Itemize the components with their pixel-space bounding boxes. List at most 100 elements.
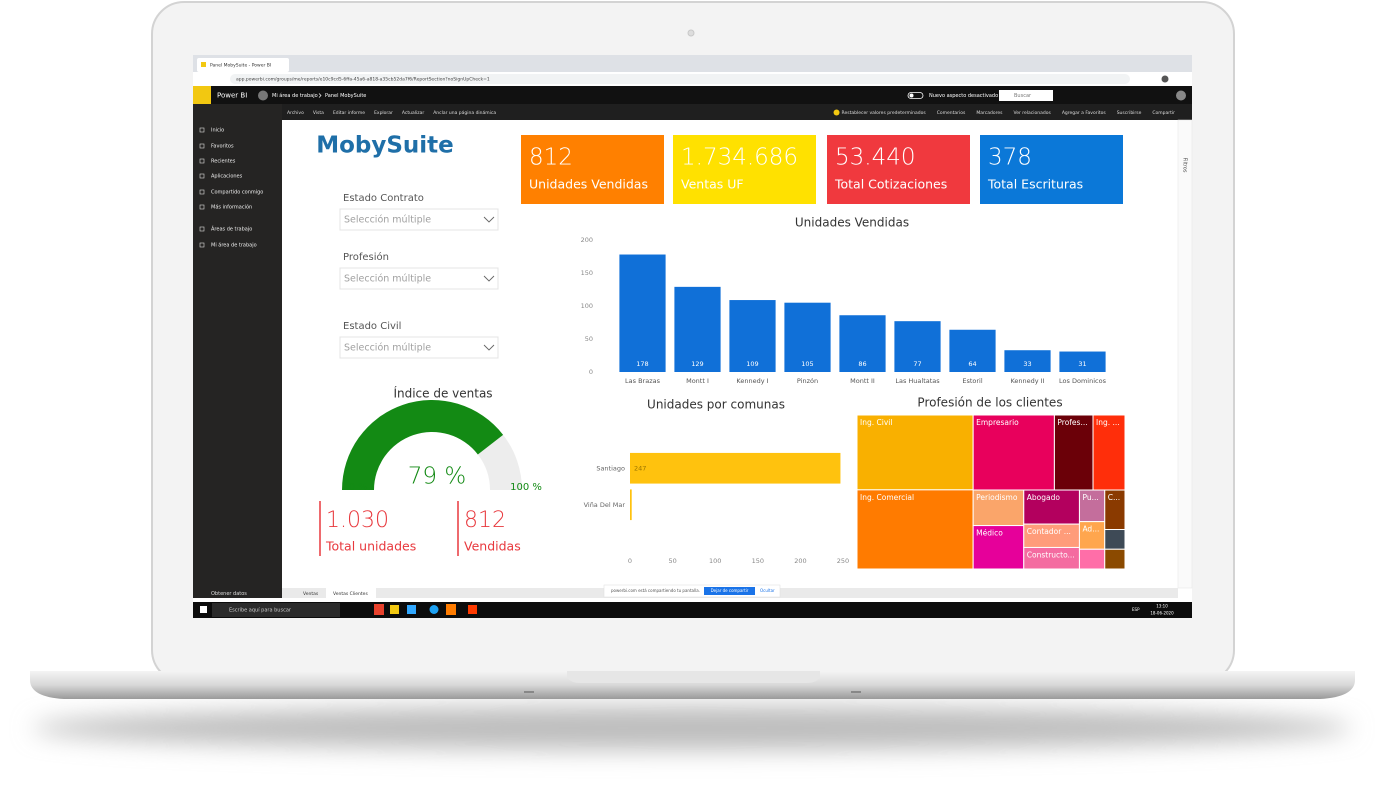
profile-icon[interactable] bbox=[1161, 75, 1169, 83]
browser-tab[interactable] bbox=[197, 58, 289, 72]
toolbar-item[interactable]: Actualizar bbox=[402, 110, 424, 116]
slicer-placeholder: Selección múltiple bbox=[344, 215, 431, 226]
start-button[interactable] bbox=[200, 606, 207, 613]
x-tick-label: Montt I bbox=[686, 377, 709, 385]
treemap-cell bbox=[1104, 529, 1126, 550]
sidebar-icon bbox=[199, 173, 205, 179]
toolbar-item[interactable]: Suscribirse bbox=[1117, 110, 1142, 116]
app-name: Power BI bbox=[217, 92, 247, 100]
treemap-label: Periodismo bbox=[976, 493, 1018, 502]
kpi-cards: 812 Unidades Vendidas 1.734.686 Ventas UF 53… bbox=[521, 135, 1123, 204]
data-label: 247 bbox=[634, 464, 646, 472]
sidebar-item[interactable]: Áreas de trabajo bbox=[211, 226, 252, 233]
x-tick-label: Pinzón bbox=[797, 377, 818, 385]
tab-icon bbox=[201, 62, 206, 67]
search-box[interactable] bbox=[999, 90, 1053, 101]
bar bbox=[729, 300, 776, 372]
y-tick-label: Viña Del Mar bbox=[584, 501, 626, 509]
app-launcher[interactable] bbox=[193, 86, 211, 104]
toolbar-item[interactable]: Explorar bbox=[374, 110, 393, 116]
slicer-box[interactable] bbox=[339, 208, 499, 231]
chart-title: Unidades por comunas bbox=[647, 398, 785, 412]
sidebar-icon bbox=[199, 242, 205, 248]
slicers: Estado Contrato Selección múltiple Profesi… bbox=[339, 193, 499, 359]
active-page-tab bbox=[326, 588, 376, 598]
kpi-card bbox=[673, 135, 816, 204]
y-tick-label: Santiago bbox=[596, 464, 625, 472]
app-icon[interactable] bbox=[446, 604, 456, 615]
toolbar bbox=[282, 104, 1192, 120]
gauge-min: 0 % bbox=[348, 482, 367, 493]
charts: Unidades Vendidas 0 50 100 150 200 178 Las Braz… bbox=[342, 216, 1126, 570]
slicer-box[interactable] bbox=[339, 336, 499, 359]
slicer-label: Estado Civil bbox=[343, 321, 401, 332]
taskbar-search[interactable] bbox=[212, 603, 340, 617]
toolbar-item[interactable]: Editar informe bbox=[333, 110, 365, 116]
workspace[interactable]: Mi área de trabajo bbox=[272, 92, 318, 99]
clock-date: 18-06-2020 bbox=[1150, 611, 1174, 616]
app-icon[interactable] bbox=[374, 604, 384, 615]
sidebar-item[interactable]: Mi área de trabajo bbox=[211, 242, 257, 249]
chart-title: Profesión de los clientes bbox=[917, 396, 1062, 410]
shadow bbox=[32, 706, 1352, 750]
stop-label: Dejar de compartir bbox=[711, 588, 749, 593]
data-label: 77 bbox=[913, 360, 921, 368]
foot bbox=[851, 691, 861, 693]
totals: 1.030 Total unidades 812 Vendidas bbox=[319, 501, 521, 556]
treemap-label: Constructo... bbox=[1027, 550, 1075, 559]
x-tick-label: 150 bbox=[752, 557, 764, 565]
account[interactable] bbox=[1176, 90, 1186, 101]
app-icon[interactable] bbox=[429, 605, 439, 614]
kpi-card bbox=[980, 135, 1123, 204]
treemap-cell bbox=[1053, 414, 1094, 491]
toolbar-item[interactable]: Marcadores bbox=[976, 110, 1003, 116]
page-tab[interactable]: Ventas bbox=[303, 591, 319, 597]
page-tab[interactable]: Ventas Clientes bbox=[333, 591, 368, 597]
sidebar-bottom[interactable]: Obtener datos bbox=[211, 591, 247, 597]
sidebar-item[interactable]: Favoritos bbox=[211, 144, 234, 150]
sidebar-item[interactable]: Compartido conmigo bbox=[211, 190, 263, 196]
data-label: 31 bbox=[1078, 360, 1086, 368]
data-label: 33 bbox=[1023, 360, 1031, 368]
address-bar[interactable] bbox=[230, 74, 1130, 84]
total-label: Total unidades bbox=[325, 539, 416, 554]
stop-button[interactable] bbox=[704, 587, 755, 595]
treemap-label: Contador ... bbox=[1027, 527, 1071, 536]
taskbar-search-text: Escribe aquí para buscar bbox=[229, 607, 292, 614]
laptop-notch bbox=[567, 671, 820, 683]
app-icon[interactable] bbox=[390, 605, 399, 614]
x-tick-label: Los Dominicos bbox=[1059, 377, 1107, 385]
toolbar-item[interactable]: Restablecer valores predeterminados bbox=[842, 110, 927, 116]
toolbar-item[interactable]: Ver relacionados bbox=[1013, 110, 1051, 116]
logo: MobySuite bbox=[316, 133, 454, 159]
slicer-box[interactable] bbox=[339, 267, 499, 290]
toolbar-item[interactable]: Agregar a Favoritos bbox=[1062, 110, 1107, 116]
sidebar-icon bbox=[199, 127, 205, 133]
hide-button[interactable]: Ocultar bbox=[760, 588, 775, 593]
filters-pane[interactable] bbox=[1177, 119, 1193, 589]
gauge-value-label: 79 % bbox=[408, 464, 466, 490]
bar bbox=[674, 286, 721, 372]
x-tick-label: Las Hualtatas bbox=[895, 377, 940, 385]
sidebar-icon bbox=[199, 189, 205, 195]
sidebar-icon bbox=[199, 226, 205, 232]
y-tick-label: 150 bbox=[581, 269, 593, 277]
sidebar-item[interactable]: Aplicaciones bbox=[211, 174, 243, 180]
x-tick-label: Las Brazas bbox=[625, 377, 661, 385]
generated-ui: Archivo Vista Editar informe Explorar Actual… bbox=[199, 109, 1175, 249]
app-icon[interactable] bbox=[407, 605, 416, 614]
toolbar-item[interactable]: Compartir bbox=[1152, 110, 1175, 116]
x-tick-label: Kennedy II bbox=[1010, 377, 1044, 385]
sidebar-item[interactable]: Recientes bbox=[211, 159, 236, 165]
sidebar-item[interactable]: Inicio bbox=[211, 128, 224, 134]
toggle[interactable] bbox=[907, 92, 924, 99]
toolbar-item[interactable]: Vista bbox=[313, 110, 324, 116]
app-icon[interactable] bbox=[468, 605, 477, 614]
toolbar-item[interactable]: Comentarios bbox=[937, 110, 966, 116]
toolbar-item[interactable]: Archivo bbox=[287, 110, 304, 116]
sidebar-item[interactable]: Más información bbox=[211, 204, 252, 211]
chevron bbox=[483, 216, 495, 223]
toolbar-item[interactable]: Anclar una página dinámica bbox=[433, 109, 496, 116]
data-label: 129 bbox=[691, 360, 703, 368]
total-label: Vendidas bbox=[464, 539, 521, 554]
